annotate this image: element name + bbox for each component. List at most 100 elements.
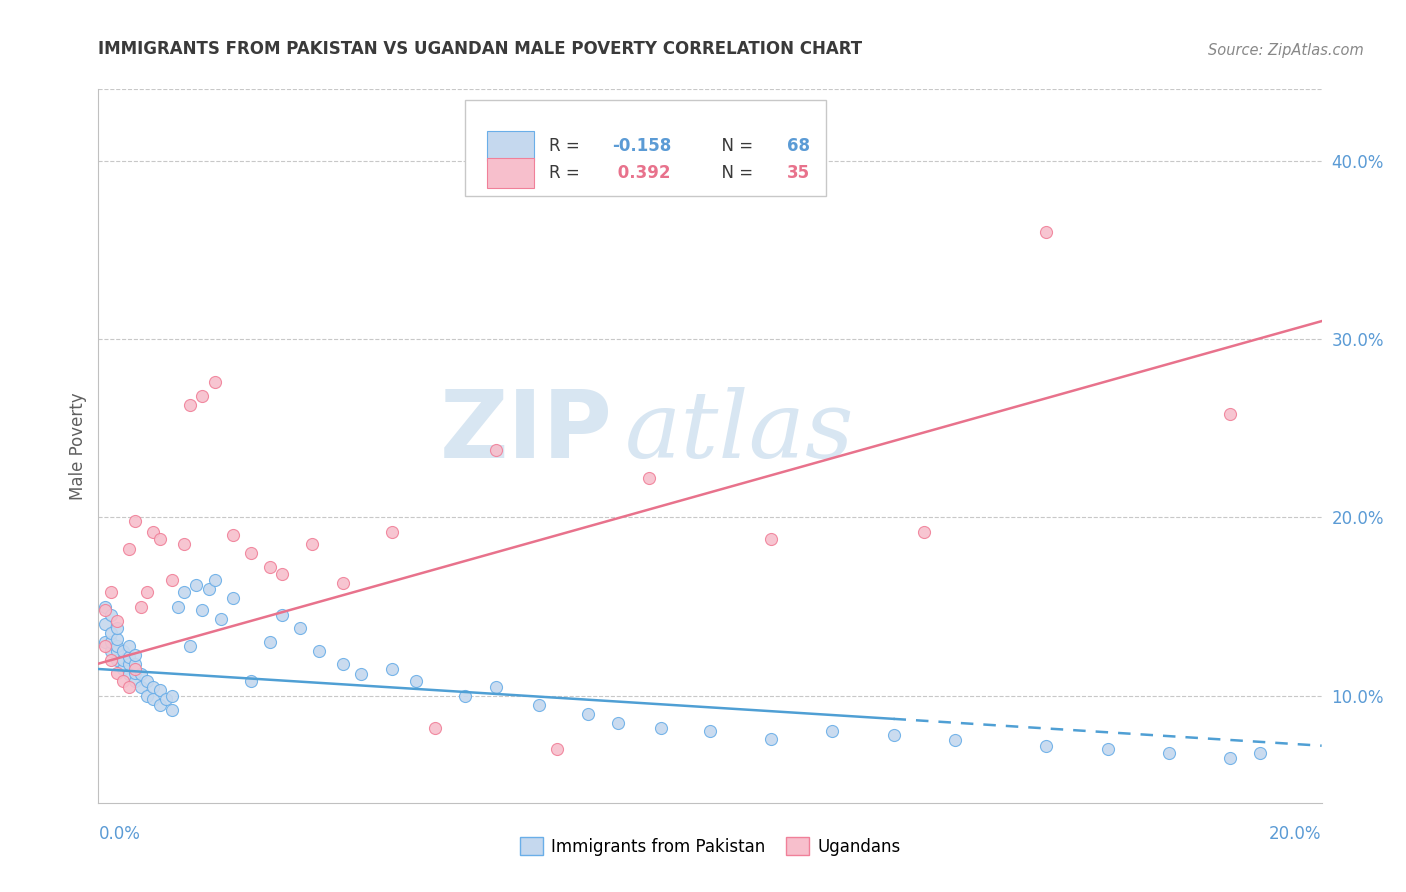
- Point: [160, 703, 183, 717]
- Point: [124, 674, 146, 689]
- Point: [240, 546, 263, 560]
- Point: [173, 585, 195, 599]
- Point: [100, 626, 122, 640]
- Text: R =: R =: [548, 137, 585, 155]
- Point: [149, 683, 172, 698]
- Point: [485, 442, 508, 457]
- Text: 0.0%: 0.0%: [98, 825, 141, 843]
- Point: [160, 689, 183, 703]
- Point: [105, 621, 128, 635]
- Point: [100, 608, 122, 623]
- FancyBboxPatch shape: [488, 131, 534, 161]
- Point: [405, 674, 427, 689]
- Point: [136, 689, 159, 703]
- Point: [759, 532, 782, 546]
- Point: [136, 674, 159, 689]
- Point: [142, 524, 165, 539]
- Point: [124, 657, 146, 671]
- Point: [1035, 739, 1057, 753]
- Point: [93, 639, 115, 653]
- Point: [142, 680, 165, 694]
- Point: [100, 644, 122, 658]
- Point: [111, 662, 134, 676]
- Point: [485, 680, 508, 694]
- Point: [124, 648, 146, 662]
- Text: ZIP: ZIP: [439, 385, 612, 478]
- Point: [259, 560, 281, 574]
- Point: [1219, 751, 1241, 765]
- Point: [124, 662, 146, 676]
- Text: 35: 35: [787, 164, 810, 182]
- Point: [111, 674, 134, 689]
- Point: [100, 653, 122, 667]
- Point: [222, 591, 245, 605]
- Point: [759, 731, 782, 746]
- Point: [179, 639, 201, 653]
- Point: [111, 644, 134, 658]
- Point: [105, 639, 128, 653]
- Point: [93, 635, 115, 649]
- Point: [381, 524, 404, 539]
- Point: [423, 721, 446, 735]
- Point: [197, 582, 219, 596]
- Point: [270, 567, 292, 582]
- Point: [191, 389, 214, 403]
- Text: 68: 68: [787, 137, 810, 155]
- Point: [149, 532, 172, 546]
- Point: [1035, 225, 1057, 239]
- Point: [912, 524, 935, 539]
- Text: N =: N =: [711, 164, 759, 182]
- Point: [290, 621, 312, 635]
- Point: [204, 573, 226, 587]
- Legend: Immigrants from Pakistan, Ugandans: Immigrants from Pakistan, Ugandans: [513, 830, 907, 863]
- FancyBboxPatch shape: [488, 158, 534, 188]
- Point: [699, 724, 721, 739]
- Point: [149, 698, 172, 712]
- Point: [100, 585, 122, 599]
- Point: [259, 635, 281, 649]
- Point: [118, 680, 141, 694]
- Point: [637, 471, 661, 485]
- Point: [129, 667, 152, 681]
- Point: [1097, 742, 1119, 756]
- Point: [111, 653, 134, 667]
- Point: [350, 667, 373, 681]
- Point: [191, 603, 214, 617]
- Point: [607, 715, 630, 730]
- Point: [821, 724, 844, 739]
- Point: [240, 674, 263, 689]
- Point: [129, 680, 152, 694]
- Point: [527, 698, 550, 712]
- Point: [186, 578, 208, 592]
- Text: -0.158: -0.158: [612, 137, 672, 155]
- Text: IMMIGRANTS FROM PAKISTAN VS UGANDAN MALE POVERTY CORRELATION CHART: IMMIGRANTS FROM PAKISTAN VS UGANDAN MALE…: [98, 40, 862, 58]
- Point: [454, 689, 477, 703]
- Point: [105, 665, 128, 680]
- FancyBboxPatch shape: [465, 100, 827, 196]
- Point: [1219, 407, 1241, 421]
- Point: [167, 599, 190, 614]
- Point: [381, 662, 404, 676]
- Point: [105, 653, 128, 667]
- Y-axis label: Male Poverty: Male Poverty: [69, 392, 87, 500]
- Point: [546, 742, 568, 756]
- Point: [93, 599, 115, 614]
- Point: [883, 728, 905, 742]
- Point: [576, 706, 599, 721]
- Text: 20.0%: 20.0%: [1270, 825, 1322, 843]
- Point: [222, 528, 245, 542]
- Text: Source: ZipAtlas.com: Source: ZipAtlas.com: [1208, 43, 1364, 58]
- Point: [118, 657, 141, 671]
- Point: [105, 644, 128, 658]
- Point: [179, 398, 201, 412]
- Point: [204, 375, 226, 389]
- Point: [142, 692, 165, 706]
- Point: [100, 635, 122, 649]
- Text: R =: R =: [548, 164, 585, 182]
- Text: atlas: atlas: [624, 387, 853, 476]
- Point: [118, 649, 141, 664]
- Text: N =: N =: [711, 137, 759, 155]
- Point: [270, 608, 292, 623]
- Point: [118, 667, 141, 681]
- Point: [160, 573, 183, 587]
